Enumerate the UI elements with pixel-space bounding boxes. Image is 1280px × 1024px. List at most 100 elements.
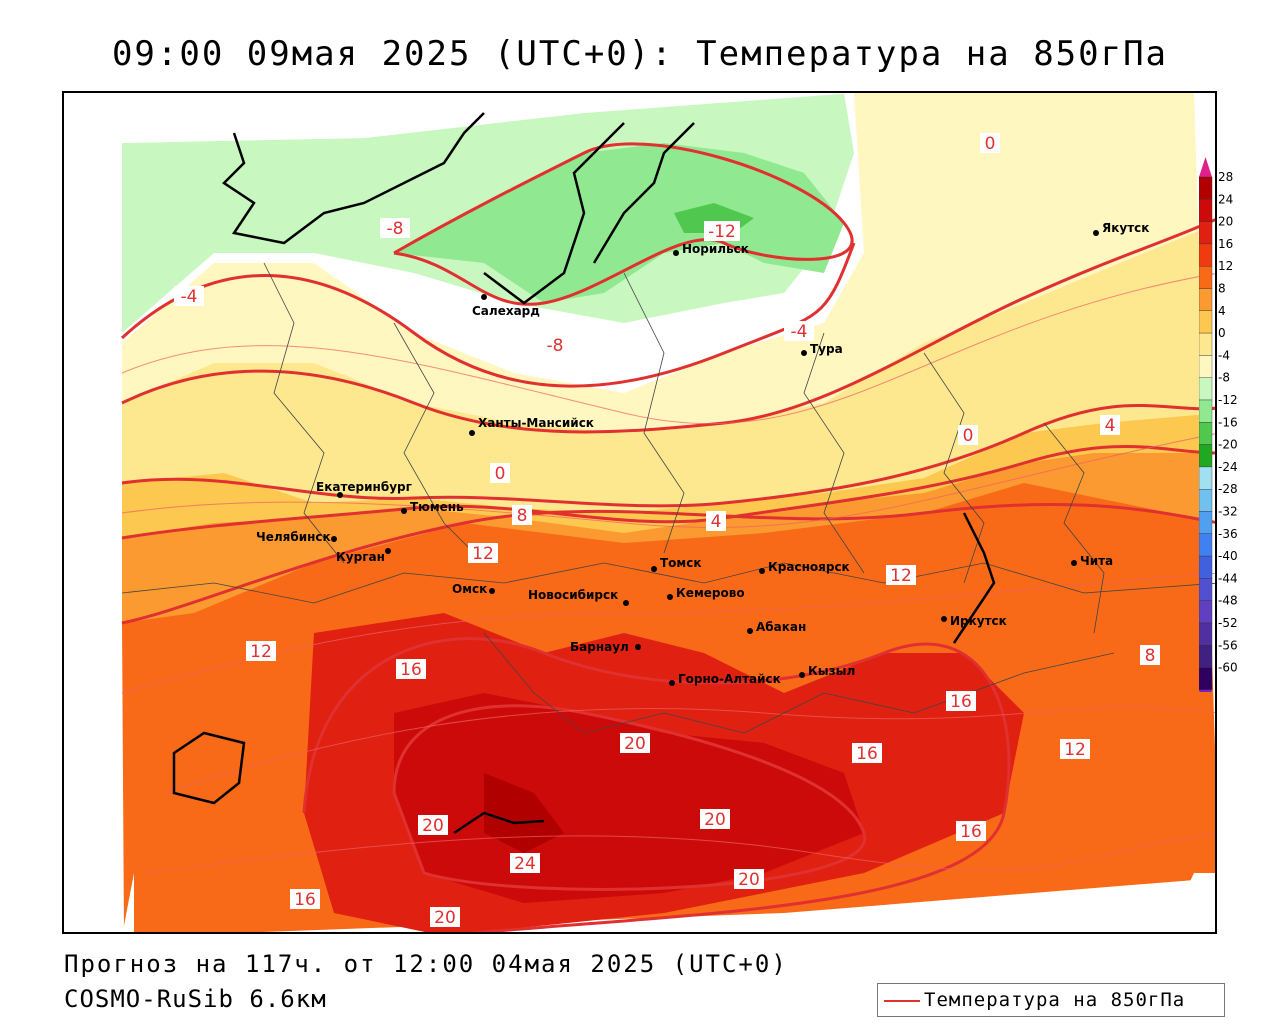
forecast-info: Прогноз на 117ч. от 12:00 04мая 2025 (UT… xyxy=(64,950,788,978)
svg-text:Новосибирск: Новосибирск xyxy=(528,588,618,602)
city-novosibirsk: Новосибирск xyxy=(528,588,629,606)
colorbar-swatch xyxy=(1199,288,1213,311)
svg-text:Абакан: Абакан xyxy=(756,620,806,634)
legend-line-swatch xyxy=(884,1000,920,1002)
colorbar-tick-label: -56 xyxy=(1218,638,1238,652)
colorbar-tick-label: -36 xyxy=(1218,527,1238,541)
iso-label-20-c: 20 xyxy=(734,869,764,890)
iso-label-m4: -4 xyxy=(174,286,204,307)
colorbar-tick-label: -24 xyxy=(1218,460,1238,474)
model-name: COSMO-RuSib 6.6км xyxy=(64,985,327,1013)
svg-text:-8: -8 xyxy=(547,336,564,356)
colorbar-swatch xyxy=(1199,399,1213,423)
svg-text:Екатеринбург: Екатеринбург xyxy=(316,480,412,494)
city-kurgan: Курган xyxy=(336,548,391,564)
iso-label-12-d: 12 xyxy=(1060,739,1090,760)
colorbar-tick-label: -44 xyxy=(1218,571,1238,585)
svg-text:12: 12 xyxy=(250,642,272,662)
city-salekhard: Салехард xyxy=(472,294,540,318)
city-irkutsk: Иркутск xyxy=(941,614,1007,628)
svg-text:20: 20 xyxy=(434,908,456,928)
colorbar-tick-label: -48 xyxy=(1218,594,1238,608)
iso-label-16-e: 16 xyxy=(852,743,882,764)
svg-text:16: 16 xyxy=(400,660,422,680)
city-tyumen: Тюмень xyxy=(401,500,464,514)
svg-text:8: 8 xyxy=(1145,646,1156,666)
city-tura: Тура xyxy=(801,342,843,356)
iso-label-m8: -8 xyxy=(380,218,410,239)
iso-label-0-b: 0 xyxy=(958,425,978,446)
svg-text:Челябинск: Челябинск xyxy=(256,530,331,544)
city-chita: Чита xyxy=(1071,554,1113,568)
svg-text:Ханты-Мансийск: Ханты-Мансийск xyxy=(478,416,594,430)
iso-label-20-e: 20 xyxy=(620,733,650,754)
svg-text:0: 0 xyxy=(985,134,996,154)
city-krasnoyarsk: Красноярск xyxy=(759,560,850,574)
svg-text:Кызыл: Кызыл xyxy=(808,664,855,678)
colorbar-swatch xyxy=(1199,578,1213,601)
iso-label-16: 16 xyxy=(396,659,426,680)
svg-text:16: 16 xyxy=(856,744,878,764)
iso-label-0-c: 0 xyxy=(490,463,510,484)
colorbar-swatch xyxy=(1199,466,1213,490)
city-kyzyl: Кызыл xyxy=(799,664,855,678)
admin-borders xyxy=(121,262,1215,734)
iso-label-m12: -12 xyxy=(704,221,740,242)
svg-text:Чита: Чита xyxy=(1080,554,1113,568)
colorbar-swatch xyxy=(1199,555,1213,579)
svg-text:16: 16 xyxy=(960,822,982,842)
zone-24-28 xyxy=(484,773,564,853)
svg-text:Салехард: Салехард xyxy=(472,304,540,318)
svg-text:4: 4 xyxy=(1105,416,1116,436)
svg-text:-12: -12 xyxy=(708,222,736,242)
zone-20-24 xyxy=(394,693,864,903)
iso-label-12: 12 xyxy=(468,543,498,564)
iso-label-16-d: 16 xyxy=(956,821,986,842)
iso-label-16-b: 16 xyxy=(946,691,976,712)
colorbar-swatch xyxy=(1199,533,1213,557)
svg-text:16: 16 xyxy=(294,890,316,910)
colorbar: 28 24 20 16 12 8 4 0 -4 -8 -12 -16 -20 -24 -28 -32 -36 -4… xyxy=(1199,157,1269,692)
colorbar-tick-label: 28 xyxy=(1218,170,1233,184)
city-abakan: Абакан xyxy=(747,620,806,634)
colorbar-tick-label: 4 xyxy=(1218,304,1226,318)
legend: Температура на 850гПа xyxy=(877,983,1225,1017)
city-omsk: Омск xyxy=(452,582,495,596)
colorbar-tick-label: -8 xyxy=(1218,371,1230,385)
city-gorno-altaysk: Горно-Алтайск xyxy=(669,672,781,686)
colorbar-tick-label: 12 xyxy=(1218,259,1233,273)
svg-text:Омск: Омск xyxy=(452,582,487,596)
isotherm-labels: -8 -12 -4 -4 -8 0 0 0 4 4 8 8 12 12 12 1… xyxy=(174,133,1160,928)
coastline xyxy=(172,112,996,835)
iso-label-12-b: 12 xyxy=(246,641,276,662)
colorbar-tick-label: -12 xyxy=(1218,393,1238,407)
svg-text:Красноярск: Красноярск xyxy=(768,560,850,574)
colorbar-swatches: 28 24 20 16 12 8 4 0 -4 -8 -12 -16 -20 -24 -28 -32 -36 -4… xyxy=(1199,157,1238,692)
iso-label-20-d: 20 xyxy=(430,907,460,928)
colorbar-swatch xyxy=(1199,622,1213,646)
svg-text:20: 20 xyxy=(422,816,444,836)
zone-8-12 xyxy=(122,443,1215,623)
svg-text:Иркутск: Иркутск xyxy=(950,614,1007,628)
colorbar-swatch xyxy=(1199,310,1213,334)
colorbar-tick-label: 16 xyxy=(1218,237,1233,251)
iso-label-20: 20 xyxy=(418,815,448,836)
colorbar-swatch xyxy=(1199,355,1213,378)
iso-label-24: 24 xyxy=(510,853,540,874)
svg-text:Барнаул: Барнаул xyxy=(570,640,629,654)
colorbar-swatch xyxy=(1199,600,1213,624)
colorbar-tick-label: 20 xyxy=(1218,215,1233,229)
colorbar-swatch xyxy=(1199,243,1213,267)
svg-text:20: 20 xyxy=(738,870,760,890)
svg-text:Горно-Алтайск: Горно-Алтайск xyxy=(678,672,781,686)
svg-text:12: 12 xyxy=(472,544,494,564)
city-markers: Якутск Норильск Салехард Тура Ханты-Манс… xyxy=(256,221,1149,686)
svg-text:-4: -4 xyxy=(181,287,198,307)
city-kemerovo: Кемерово xyxy=(667,586,745,600)
iso-label-m8-b: -8 xyxy=(540,335,570,356)
colorbar-swatch xyxy=(1199,667,1213,691)
temperature-field: -8 -12 -4 -4 -8 0 0 0 4 4 8 8 12 12 12 1… xyxy=(64,93,1215,932)
iso-label-20-b: 20 xyxy=(700,809,730,830)
svg-text:8: 8 xyxy=(517,506,528,526)
colorbar-tick-label: -52 xyxy=(1218,616,1238,630)
